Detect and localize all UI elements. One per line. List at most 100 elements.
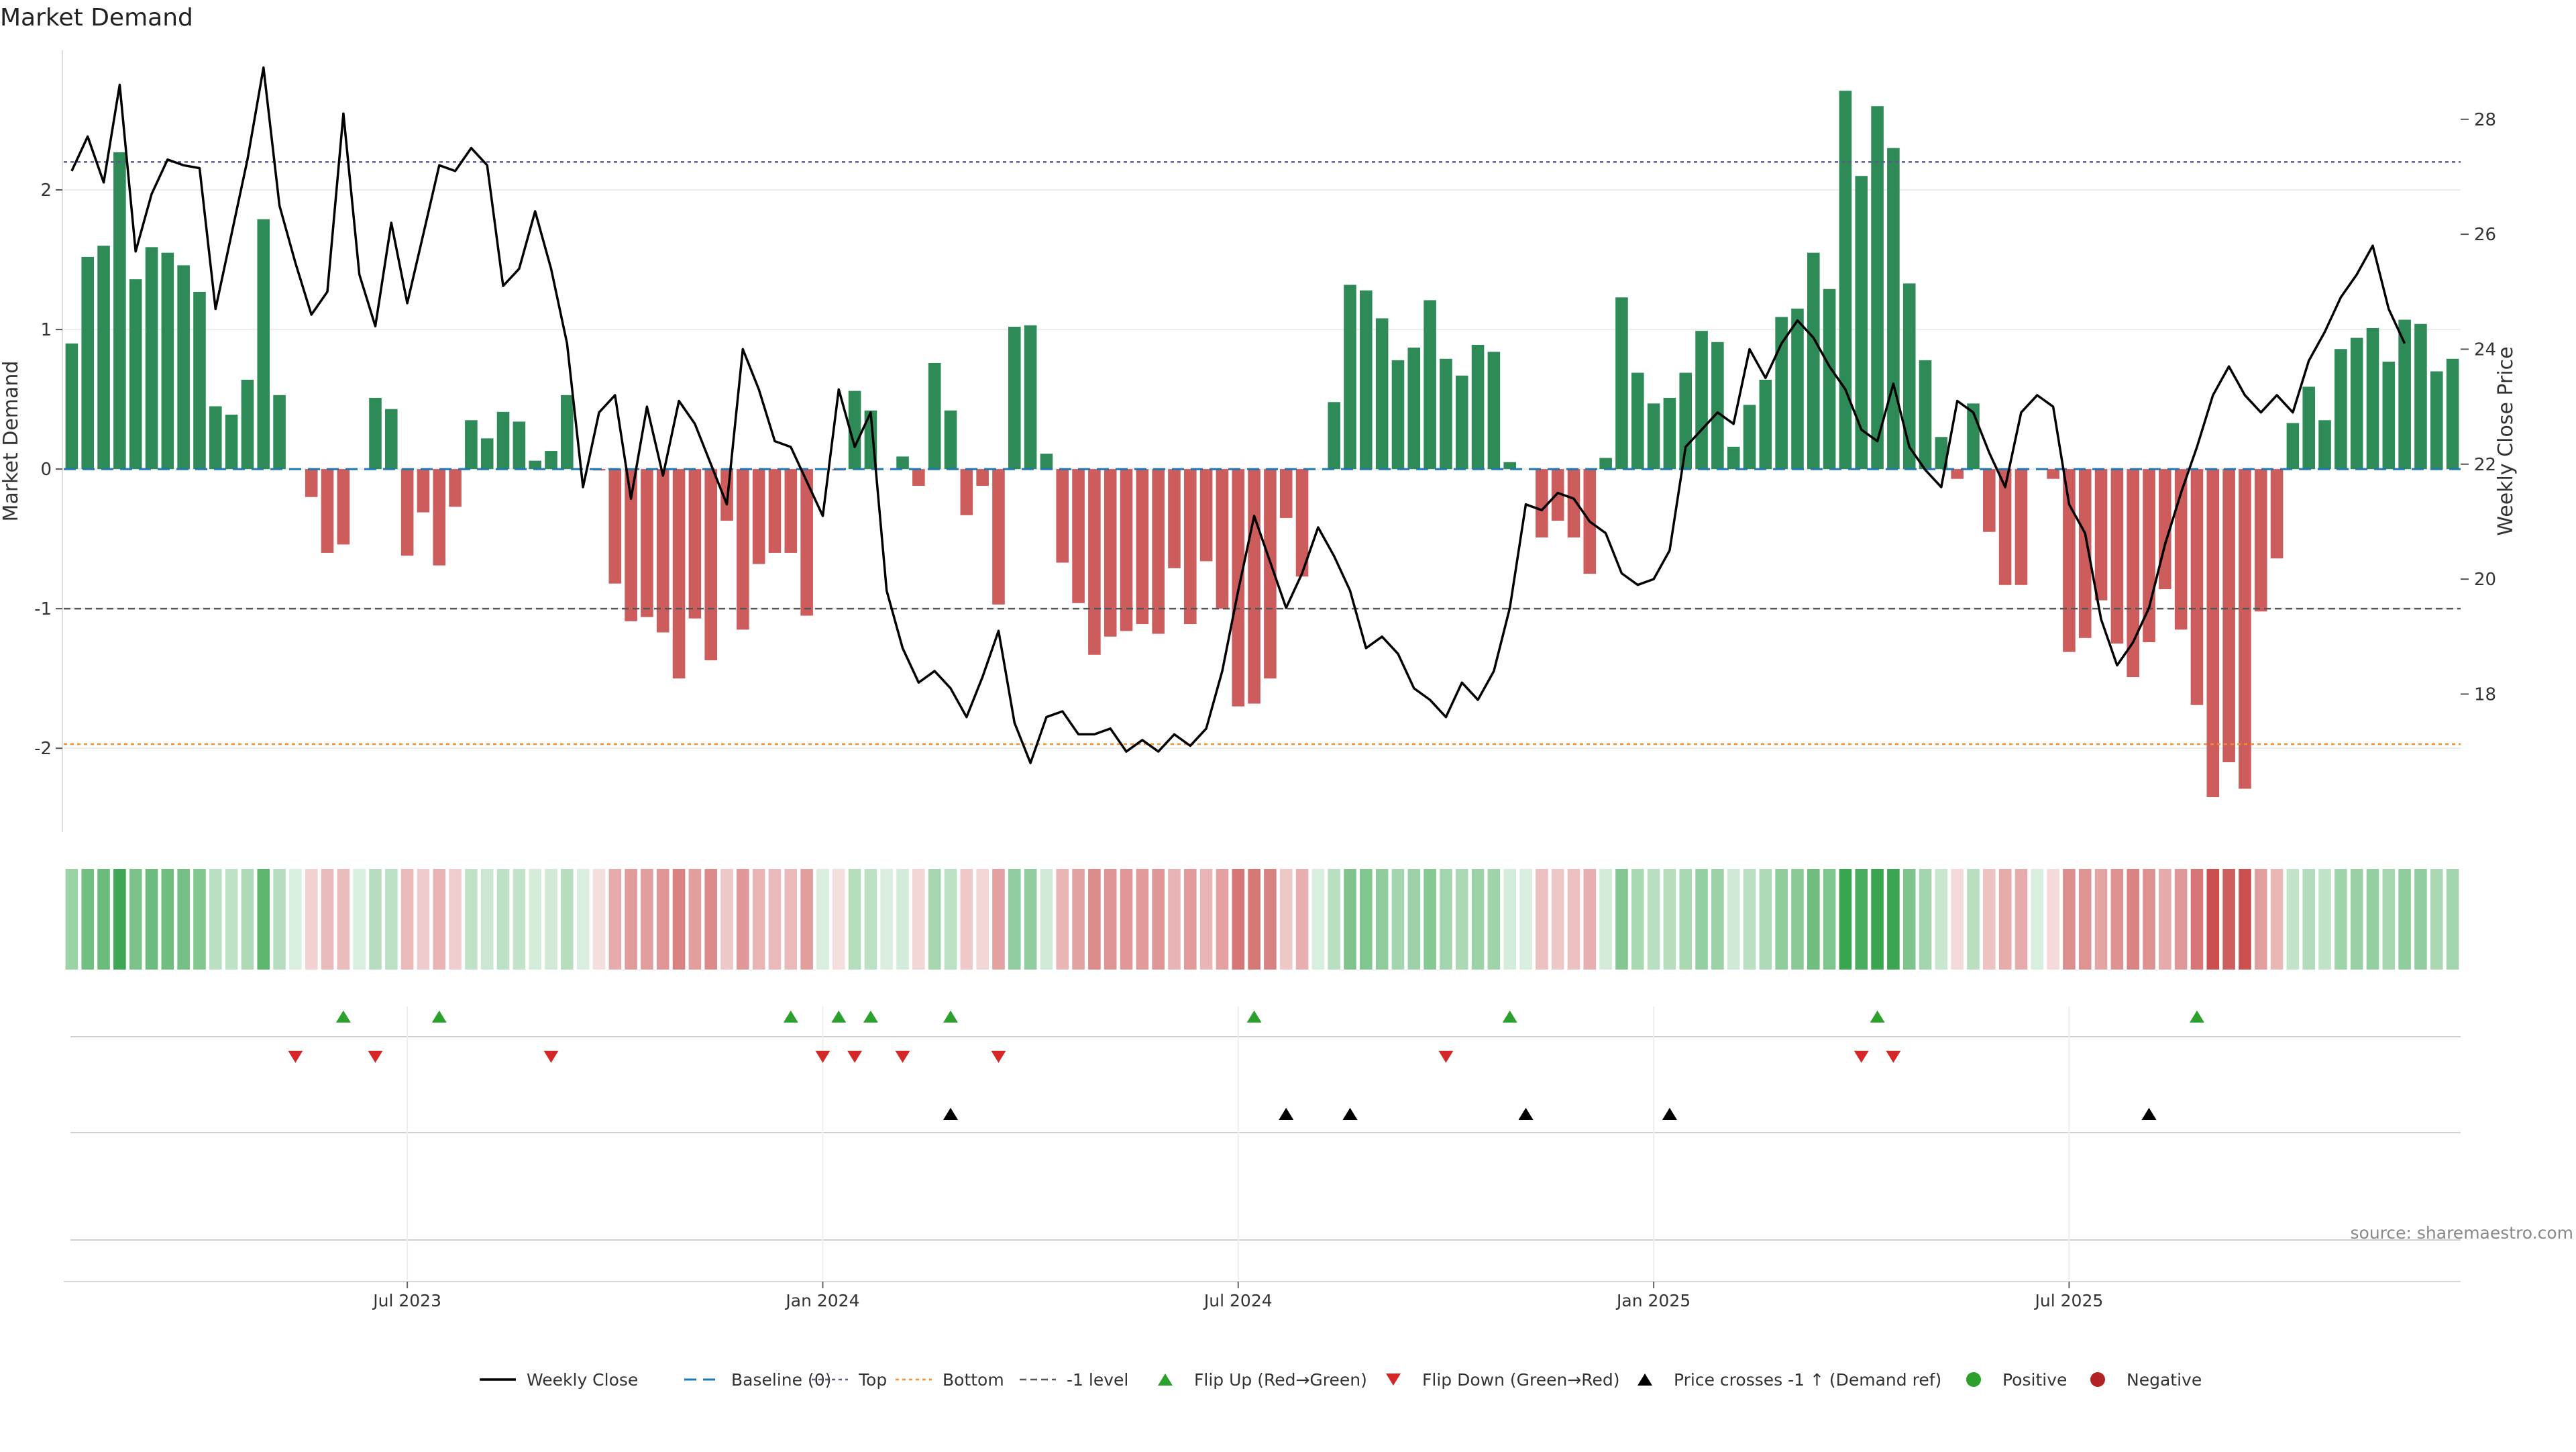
flip-down-marker — [847, 1051, 863, 1063]
heat-cell — [1775, 869, 1788, 970]
demand-bar — [1775, 317, 1788, 470]
demand-bar — [1328, 402, 1340, 470]
demand-bar — [1199, 469, 1213, 562]
heat-cell — [513, 869, 526, 970]
demand-bar — [1631, 372, 1644, 470]
heat-cell — [1583, 869, 1597, 970]
heat-cell — [2414, 869, 2427, 970]
demand-bar — [161, 252, 174, 470]
heat-cell — [1935, 869, 1948, 970]
flip-up-marker — [831, 1010, 847, 1023]
heat-cell — [65, 869, 78, 970]
left-tick-label: 0 — [40, 460, 52, 480]
demand-bar — [1024, 325, 1037, 470]
heat-cell — [337, 869, 350, 970]
demand-bar — [2254, 469, 2267, 612]
flip-down-marker — [895, 1051, 910, 1063]
demand-bar — [672, 469, 686, 679]
flip-up-marker — [783, 1010, 798, 1023]
demand-bar — [2174, 469, 2188, 630]
flip-up-marker — [943, 1010, 959, 1023]
demand-bar — [193, 291, 206, 470]
legend-flip-up-swatch — [1158, 1373, 1173, 1386]
demand-bar — [1056, 469, 1069, 563]
demand-bar — [1424, 300, 1436, 470]
demand-bar — [433, 469, 446, 566]
heat-cell — [1519, 869, 1532, 970]
demand-bar — [2270, 469, 2284, 559]
heat-cell — [2159, 869, 2171, 970]
heat-cell — [2382, 869, 2396, 970]
heat-cell — [2302, 869, 2315, 970]
demand-bar — [1615, 297, 1628, 470]
heat-cell — [2078, 869, 2092, 970]
demand-bar — [928, 363, 941, 470]
reference-lines — [64, 161, 2461, 745]
demand-bar — [225, 414, 238, 470]
demand-bar — [944, 410, 957, 470]
demand-bar — [2015, 469, 2028, 585]
price-cross-marker — [1518, 1108, 1534, 1120]
demand-bar — [1040, 454, 1053, 470]
demand-bar — [400, 469, 414, 556]
flip-up-marker — [1502, 1010, 1517, 1023]
demand-bar — [1647, 403, 1660, 470]
flip-down-marker — [1438, 1051, 1454, 1063]
heat-cell — [1663, 869, 1676, 970]
demand-bar — [1184, 469, 1197, 625]
demand-bar — [65, 343, 78, 470]
demand-bar — [480, 438, 494, 470]
right-tick-label: 18 — [2474, 684, 2496, 705]
heat-cell — [1743, 869, 1756, 970]
legend-label: Flip Down (Green→Red) — [1422, 1370, 1620, 1390]
x-tick-label: Jul 2023 — [372, 1291, 441, 1310]
heat-cell — [1344, 869, 1356, 970]
heat-cell — [784, 869, 798, 970]
demand-bar — [1248, 469, 1260, 704]
heat-cell — [81, 869, 95, 970]
heat-cell — [896, 869, 909, 970]
heat-cell — [1216, 869, 1229, 970]
demand-bar — [1295, 469, 1309, 577]
demand-bar — [960, 469, 973, 515]
demand-bar — [2382, 361, 2396, 470]
demand-bar — [2286, 423, 2300, 470]
demand-bar — [2078, 469, 2092, 638]
demand-bar — [97, 246, 110, 470]
demand-bar — [848, 391, 861, 470]
heat-cell — [1951, 869, 1964, 970]
demand-bar — [417, 469, 430, 513]
demand-bar — [1120, 469, 1133, 631]
heat-cell — [129, 869, 142, 970]
heat-cell — [641, 869, 653, 970]
demand-bar — [529, 460, 541, 470]
heat-cell — [1104, 869, 1117, 970]
heat-cell — [1311, 869, 1325, 970]
demand-bar — [1216, 469, 1229, 609]
heat-cell — [273, 869, 286, 970]
demand-bar — [496, 411, 510, 470]
demand-bar — [1998, 469, 2012, 585]
heat-cell — [2254, 869, 2267, 970]
event-markers: Jul 2023 Jan 2024 Jul 2024 Jan 2025 Jul 2025 — [64, 1006, 2461, 1310]
heat-cell — [529, 869, 541, 970]
heat-cell — [2110, 869, 2124, 970]
heat-cell — [1567, 869, 1580, 970]
demand-bar — [2127, 469, 2139, 678]
demand-bar — [896, 456, 909, 470]
demand-bar — [2190, 469, 2204, 705]
heat-cell — [161, 869, 174, 970]
demand-bar — [129, 279, 142, 470]
right-tick-label: 22 — [2474, 455, 2496, 475]
heat-cell — [2286, 869, 2300, 970]
heat-cell — [2047, 869, 2059, 970]
heat-cell — [1471, 869, 1485, 970]
demand-bar — [177, 265, 190, 470]
demand-bar — [1344, 284, 1356, 470]
heat-cell — [688, 869, 702, 970]
legend-label: Bottom — [943, 1370, 1004, 1390]
demand-bar — [1759, 379, 1772, 470]
demand-bar — [1503, 462, 1516, 470]
heat-cell — [1615, 869, 1628, 970]
